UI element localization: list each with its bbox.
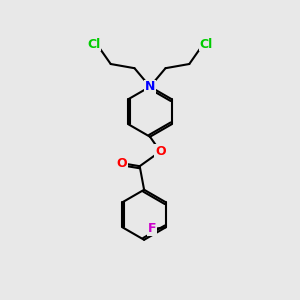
Text: Cl: Cl: [200, 38, 213, 51]
Text: N: N: [145, 80, 155, 93]
Text: O: O: [117, 157, 127, 170]
Text: Cl: Cl: [87, 38, 101, 51]
Text: F: F: [147, 222, 156, 235]
Text: O: O: [155, 145, 166, 158]
